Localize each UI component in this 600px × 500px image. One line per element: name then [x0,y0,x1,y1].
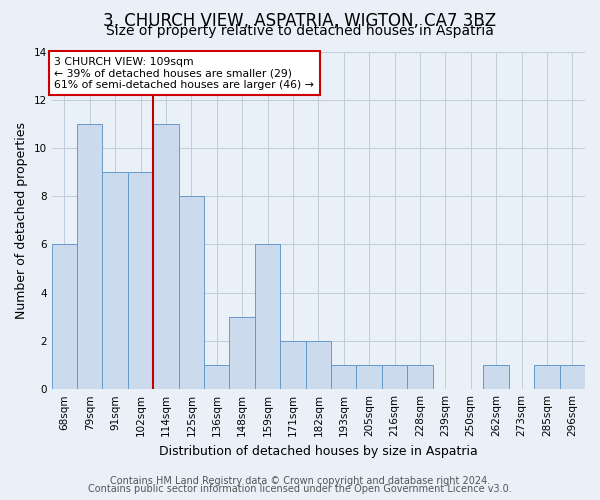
Text: Contains HM Land Registry data © Crown copyright and database right 2024.: Contains HM Land Registry data © Crown c… [110,476,490,486]
Bar [280,341,305,389]
Bar [103,172,128,389]
X-axis label: Distribution of detached houses by size in Aspatria: Distribution of detached houses by size … [159,444,478,458]
Bar [534,365,560,389]
Bar [331,365,356,389]
Bar [153,124,179,389]
Bar [305,341,331,389]
Y-axis label: Number of detached properties: Number of detached properties [15,122,28,319]
Bar [255,244,280,389]
Bar [229,317,255,389]
Bar [77,124,103,389]
Bar [382,365,407,389]
Bar [52,244,77,389]
Bar [407,365,433,389]
Bar [484,365,509,389]
Text: Contains public sector information licensed under the Open Government Licence v3: Contains public sector information licen… [88,484,512,494]
Text: 3 CHURCH VIEW: 109sqm
← 39% of detached houses are smaller (29)
61% of semi-deta: 3 CHURCH VIEW: 109sqm ← 39% of detached … [55,56,314,90]
Text: 3, CHURCH VIEW, ASPATRIA, WIGTON, CA7 3BZ: 3, CHURCH VIEW, ASPATRIA, WIGTON, CA7 3B… [103,12,497,30]
Bar [204,365,229,389]
Bar [560,365,585,389]
Bar [356,365,382,389]
Bar [128,172,153,389]
Bar [179,196,204,389]
Text: Size of property relative to detached houses in Aspatria: Size of property relative to detached ho… [106,24,494,38]
